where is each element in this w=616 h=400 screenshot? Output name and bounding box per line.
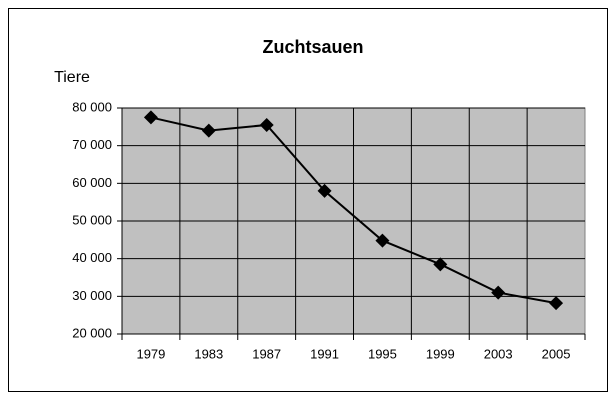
data-point: [375, 233, 390, 248]
x-tick-label: 1995: [368, 346, 397, 361]
data-point: [549, 296, 564, 311]
x-tick-label: 1979: [136, 346, 165, 361]
y-tick-label: 80 000: [72, 99, 112, 114]
x-tick-label: 1999: [426, 346, 455, 361]
data-line: [150, 116, 557, 305]
y-tick-label: 50 000: [72, 212, 112, 227]
y-tick-label: 30 000: [72, 288, 112, 303]
y-tick-label: 40 000: [72, 250, 112, 265]
data-point: [259, 117, 274, 132]
y-axis-title: Tiere: [54, 69, 90, 86]
y-tick-label: 60 000: [72, 175, 112, 190]
x-tick-label: 1991: [310, 346, 339, 361]
data-point: [317, 183, 332, 198]
y-tick-label: 20 000: [72, 325, 112, 340]
data-point: [201, 123, 216, 138]
y-tick-label: 70 000: [72, 137, 112, 152]
data-point: [143, 110, 158, 125]
x-tick-label: 1983: [194, 346, 223, 361]
x-tick-label: 2005: [542, 346, 571, 361]
data-point: [433, 257, 448, 272]
x-tick-label: 2003: [484, 346, 513, 361]
data-point: [491, 285, 506, 300]
x-tick-label: 1987: [252, 346, 281, 361]
chart-title: Zuchtsauen: [262, 37, 363, 57]
